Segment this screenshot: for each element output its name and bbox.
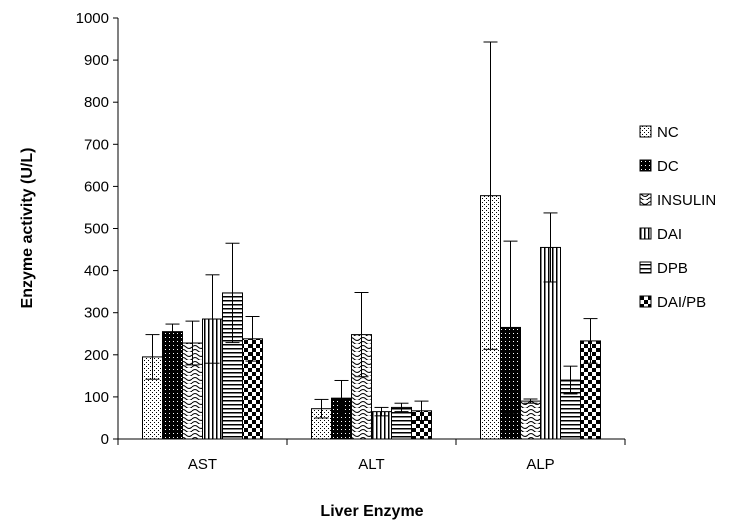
y-tick-label: 500: [84, 221, 109, 238]
legend-swatch: [639, 295, 652, 308]
legend-label: NC: [657, 124, 679, 141]
y-axis: 0 100 200 300 400 500 600 700 800 900 1000: [76, 10, 119, 448]
y-tick-label: 1000: [76, 10, 109, 27]
bars: [142, 41, 601, 440]
legend-swatch: [639, 159, 652, 172]
y-tick-label: 400: [84, 263, 109, 280]
legend-swatch: [639, 193, 652, 206]
legend-label: DAI/PB: [657, 294, 706, 311]
x-axis: AST ALT ALP: [117, 438, 626, 473]
bar-dc-ast: [162, 331, 183, 440]
x-tick-label: ALP: [526, 456, 554, 473]
legend-label: DPB: [657, 260, 688, 277]
legend-label: DAI: [657, 226, 682, 243]
bar-dpb-alt: [391, 406, 412, 440]
legend-label: DC: [657, 158, 679, 175]
y-tick-label: 0: [101, 431, 109, 448]
legend-swatch: [639, 261, 652, 274]
y-tick-label: 800: [84, 94, 109, 111]
legend-swatch: [639, 125, 652, 138]
y-tick-label: 300: [84, 305, 109, 322]
y-tick-label: 100: [84, 389, 109, 406]
bar-insulin-alp: [520, 400, 541, 440]
x-tick-label: ALT: [358, 456, 384, 473]
y-tick-label: 200: [84, 347, 109, 364]
x-tick-label: AST: [188, 456, 217, 473]
x-axis-title: Liver Enzyme: [320, 503, 423, 520]
y-tick-label: 600: [84, 178, 109, 195]
legend-swatch: [639, 227, 652, 240]
y-tick-label: 900: [84, 52, 109, 69]
y-tick-label: 700: [84, 136, 109, 153]
y-axis-title: Enzyme activity (U/L): [19, 148, 36, 309]
legend: NC DC INSULIN DAI DPB DAI/PB: [639, 124, 716, 311]
legend-label: INSULIN: [657, 192, 716, 209]
